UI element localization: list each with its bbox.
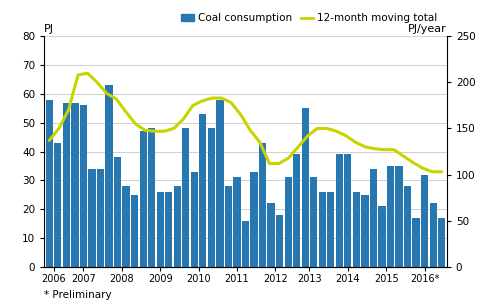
Bar bbox=[379, 206, 385, 267]
Text: PJ/year: PJ/year bbox=[408, 24, 447, 34]
Bar bbox=[370, 169, 377, 267]
Bar bbox=[327, 192, 334, 267]
Bar bbox=[233, 178, 241, 267]
Bar bbox=[122, 186, 130, 267]
Bar bbox=[97, 169, 104, 267]
Bar bbox=[88, 169, 96, 267]
Bar bbox=[139, 132, 147, 267]
Bar bbox=[225, 186, 232, 267]
Bar bbox=[208, 128, 215, 267]
Bar bbox=[174, 186, 181, 267]
Legend: Coal consumption, 12-month moving total: Coal consumption, 12-month moving total bbox=[177, 9, 441, 28]
Bar bbox=[114, 157, 121, 267]
Bar bbox=[63, 102, 70, 267]
Text: PJ: PJ bbox=[44, 24, 54, 34]
Bar bbox=[199, 114, 207, 267]
Bar bbox=[430, 203, 437, 267]
Bar bbox=[395, 166, 403, 267]
Bar bbox=[216, 100, 223, 267]
Bar bbox=[242, 221, 249, 267]
Bar bbox=[301, 108, 309, 267]
Bar bbox=[276, 215, 283, 267]
Bar bbox=[148, 128, 155, 267]
Bar bbox=[293, 155, 300, 267]
Bar bbox=[182, 128, 190, 267]
Bar bbox=[71, 102, 79, 267]
Bar bbox=[268, 203, 275, 267]
Bar bbox=[284, 178, 292, 267]
Bar bbox=[80, 105, 87, 267]
Bar bbox=[259, 143, 266, 267]
Bar bbox=[344, 155, 352, 267]
Bar bbox=[404, 186, 411, 267]
Bar bbox=[421, 175, 428, 267]
Bar bbox=[106, 85, 112, 267]
Bar bbox=[353, 192, 360, 267]
Bar bbox=[387, 166, 394, 267]
Bar bbox=[54, 143, 61, 267]
Bar bbox=[157, 192, 164, 267]
Bar bbox=[191, 171, 198, 267]
Bar bbox=[310, 178, 317, 267]
Bar bbox=[250, 171, 258, 267]
Bar bbox=[165, 192, 172, 267]
Bar bbox=[412, 218, 420, 267]
Text: * Preliminary: * Preliminary bbox=[44, 290, 112, 300]
Bar bbox=[46, 100, 53, 267]
Bar bbox=[131, 195, 138, 267]
Bar bbox=[361, 195, 369, 267]
Bar bbox=[319, 192, 326, 267]
Bar bbox=[336, 155, 343, 267]
Bar bbox=[438, 218, 445, 267]
